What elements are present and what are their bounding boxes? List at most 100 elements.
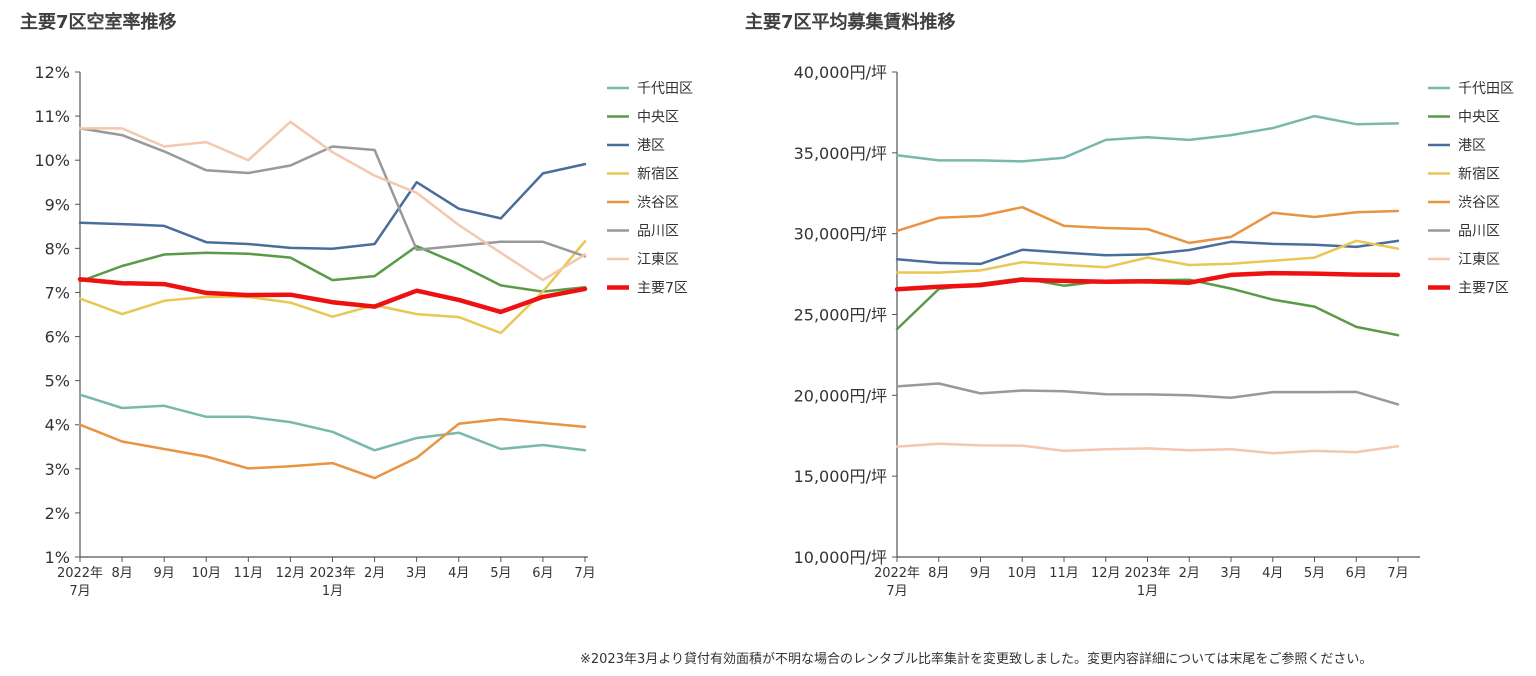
- vacancy-series-line-1: [78, 393, 587, 452]
- vacancy-x-tick-line: 2023年: [309, 566, 355, 581]
- vacancy-x-tick-line: 12月: [276, 566, 306, 581]
- vacancy-y-tick-label: 2%: [45, 504, 70, 523]
- rent-legend-label: 新宿区: [1458, 166, 1500, 183]
- rent-y-tick-label: 30,000円/坪: [794, 225, 887, 244]
- rent-x-tick-line: 1月: [1137, 584, 1158, 599]
- rent-series-line-4: [895, 239, 1400, 274]
- rent-x-tick-line: 12月: [1091, 566, 1121, 581]
- vacancy-x-tick-line: 2月: [364, 566, 385, 581]
- vacancy-series-line-6: [78, 127, 587, 258]
- vacancy-y-tick-label: 3%: [45, 460, 70, 479]
- rent-legend-label: 主要7区: [1458, 281, 1509, 297]
- rent-y-tick-label: 40,000円/坪: [794, 63, 887, 82]
- vacancy-x-tick-label: 2月: [364, 566, 385, 581]
- vacancy-x-tick-line: 9月: [154, 566, 175, 581]
- vacancy-legend-label: 品川区: [637, 224, 679, 240]
- rent-x-tick-label: 11月: [1049, 566, 1079, 581]
- vacancy-y-tick-label: 7%: [45, 283, 70, 302]
- vacancy-x-tick-label: 10月: [191, 566, 221, 581]
- vacancy-series-line-5: [78, 417, 587, 480]
- rent-x-tick-line: 7月: [886, 584, 907, 599]
- rent-x-tick-label: 9月: [970, 566, 991, 581]
- rent-x-tick-label: 5月: [1304, 566, 1325, 581]
- rent-x-tick-line: 9月: [970, 566, 991, 581]
- vacancy-x-tick-line: 10月: [191, 566, 221, 581]
- vacancy-y-tick-label: 12%: [34, 63, 70, 82]
- vacancy-x-tick-label: 9月: [154, 566, 175, 581]
- vacancy-x-tick-label: 2022年 7月: [57, 566, 103, 599]
- rent-chart: 10,000円/坪 15,000円/坪 20,000円/坪 25,000円/坪 30,0…: [794, 63, 1514, 599]
- rent-legend-label: 品川区: [1458, 224, 1500, 240]
- rent-series-line-7: [895, 442, 1400, 455]
- rent-x-tick-label: 10月: [1007, 566, 1037, 581]
- rent-y-tick-label: 15,000円/坪: [794, 467, 887, 486]
- vacancy-x-tick-label: 3月: [406, 566, 427, 581]
- rent-series-line-6: [895, 382, 1400, 406]
- vacancy-series-line-2: [78, 244, 587, 293]
- vacancy-chart-title: 主要7区空室率推移: [20, 12, 177, 33]
- rent-y-tick-label: 35,000円/坪: [794, 144, 887, 163]
- rent-legend-label: 港区: [1458, 138, 1486, 154]
- vacancy-series-line-8: [77, 276, 588, 315]
- vacancy-x-tick-line: 2022年: [57, 566, 103, 581]
- rent-y-tick-label: 10,000円/坪: [794, 548, 887, 567]
- rent-legend-label: 江東区: [1458, 252, 1500, 268]
- rent-chart-title: 主要7区平均募集賃料推移: [745, 12, 956, 33]
- vacancy-legend-label: 港区: [637, 138, 665, 154]
- rent-legend-label: 渋谷区: [1458, 195, 1500, 211]
- vacancy-x-tick-line: 4月: [448, 566, 469, 581]
- vacancy-x-tick-line: 7月: [574, 566, 595, 581]
- vacancy-x-tick-line: 7月: [69, 584, 90, 599]
- rent-x-tick-label: 4月: [1262, 566, 1283, 581]
- vacancy-x-tick-label: 4月: [448, 566, 469, 581]
- rent-x-tick-line: 2月: [1179, 566, 1200, 581]
- rent-x-tick-line: 7月: [1387, 566, 1408, 581]
- vacancy-series-line-4: [78, 240, 587, 335]
- vacancy-x-tick-label: 7月: [574, 566, 595, 581]
- rent-x-tick-line: 10月: [1007, 566, 1037, 581]
- rent-series-line-5: [895, 205, 1400, 245]
- rent-x-tick-line: 3月: [1220, 566, 1241, 581]
- vacancy-legend-label: 新宿区: [637, 166, 679, 183]
- rent-x-tick-label: 7月: [1387, 566, 1408, 581]
- rent-y-tick-label: 20,000円/坪: [794, 386, 887, 405]
- vacancy-legend-label: 江東区: [637, 252, 679, 268]
- rent-x-tick-label: 2月: [1179, 566, 1200, 581]
- rent-series-line-1: [895, 114, 1400, 163]
- vacancy-y-tick-label: 11%: [34, 107, 70, 126]
- vacancy-x-tick-line: 11月: [234, 566, 264, 581]
- rent-x-tick-line: 11月: [1049, 566, 1079, 581]
- vacancy-x-tick-label: 2023年 1月: [309, 566, 355, 599]
- vacancy-x-tick-line: 1月: [322, 584, 343, 599]
- rent-x-tick-label: 3月: [1220, 566, 1241, 581]
- rent-x-tick-label: 12月: [1091, 566, 1121, 581]
- rent-x-tick-label: 2023年 1月: [1124, 566, 1170, 599]
- vacancy-x-tick-line: 3月: [406, 566, 427, 581]
- vacancy-y-tick-label: 5%: [45, 372, 70, 391]
- vacancy-y-tick-label: 1%: [45, 548, 70, 567]
- vacancy-x-tick-label: 11月: [234, 566, 264, 581]
- rent-series-line-8: [894, 270, 1401, 292]
- vacancy-legend-label: 中央区: [637, 110, 679, 126]
- footnote: ※2023年3月より貸付有効面積が不明な場合のレンタブル比率集計を変更致しました…: [580, 652, 1373, 667]
- vacancy-x-tick-line: 5月: [490, 566, 511, 581]
- vacancy-rate-chart: 1% 2% 3% 4% 5% 6% 7% 8% 9% 10% 11% 12% 2022年 7月 8月 9月 10…: [34, 63, 693, 599]
- rent-legend-label: 千代田区: [1458, 81, 1514, 97]
- vacancy-x-tick-label: 12月: [276, 566, 306, 581]
- rent-x-tick-line: 2022年: [874, 566, 920, 581]
- vacancy-legend-label: 渋谷区: [637, 195, 679, 211]
- vacancy-y-tick-label: 4%: [45, 416, 70, 435]
- vacancy-series-line-3: [78, 162, 587, 251]
- rent-x-tick-line: 6月: [1346, 566, 1367, 581]
- rent-series-line-3: [895, 239, 1400, 266]
- rent-legend-label: 中央区: [1458, 110, 1500, 126]
- rent-y-tick-label: 25,000円/坪: [794, 306, 887, 325]
- vacancy-legend-label: 主要7区: [637, 281, 688, 297]
- vacancy-x-tick-label: 6月: [532, 566, 553, 581]
- rent-x-tick-line: 8月: [928, 566, 949, 581]
- vacancy-x-tick-line: 8月: [111, 566, 132, 581]
- vacancy-y-tick-label: 8%: [45, 239, 70, 258]
- rent-x-tick-line: 2023年: [1124, 566, 1170, 581]
- rent-x-tick-line: 4月: [1262, 566, 1283, 581]
- vacancy-series-line-7: [78, 120, 587, 282]
